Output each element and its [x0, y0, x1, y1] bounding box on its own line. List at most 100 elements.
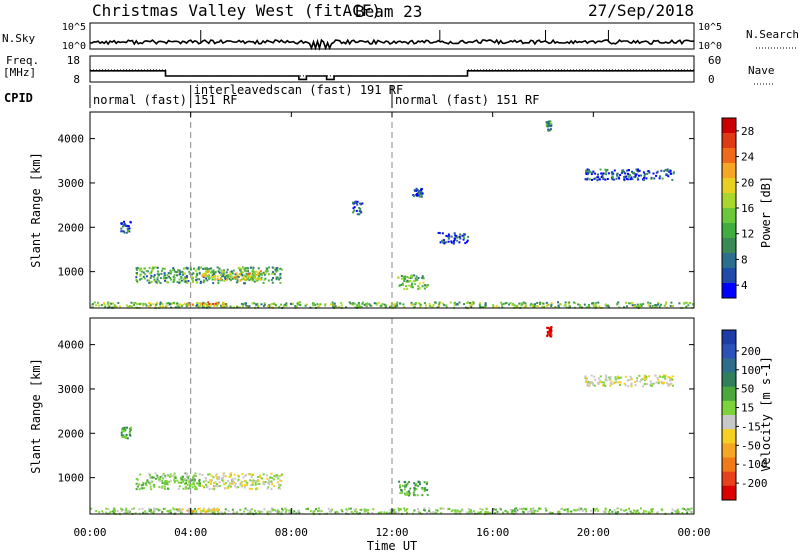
- range-cell: [172, 301, 175, 304]
- range-cell: [423, 481, 426, 484]
- range-cell: [654, 304, 657, 306]
- range-cell: [127, 305, 130, 308]
- range-cell: [208, 473, 211, 476]
- range-cell: [492, 508, 495, 511]
- range-cell: [650, 176, 653, 179]
- time-tick-label: 16:00: [476, 526, 509, 539]
- range-cell: [135, 268, 138, 271]
- range-cell: [408, 492, 411, 495]
- range-cell: [212, 269, 215, 272]
- range-cell: [159, 303, 162, 306]
- range-cell: [633, 175, 636, 178]
- range-cell: [268, 479, 270, 482]
- range-cell: [237, 478, 240, 481]
- range-cell: [547, 129, 550, 132]
- range-cell: [218, 481, 221, 484]
- range-cell: [485, 507, 488, 510]
- range-cell: [107, 508, 110, 511]
- range-cell: [213, 511, 216, 514]
- range-cell: [511, 304, 514, 306]
- range-cell: [654, 306, 657, 309]
- range-cell: [657, 378, 660, 381]
- range-cell: [649, 384, 652, 387]
- range-cell: [628, 507, 630, 510]
- range-cell: [163, 482, 166, 485]
- range-cell: [594, 303, 597, 306]
- range-cell: [317, 306, 320, 309]
- colorbar-tick-label: 16: [741, 202, 754, 215]
- nave-label: Nave: [748, 64, 775, 77]
- range-cell: [124, 224, 127, 227]
- range-cell: [270, 480, 273, 483]
- range-cell: [120, 227, 123, 230]
- range-cell: [568, 301, 571, 304]
- range-cell: [250, 484, 253, 487]
- range-cell: [152, 476, 155, 479]
- range-cell: [254, 480, 257, 483]
- range-cell: [622, 509, 625, 512]
- range-cell: [563, 304, 566, 307]
- range-cell: [419, 194, 422, 197]
- range-cell: [205, 271, 208, 273]
- range-cell: [613, 169, 616, 172]
- y-tick-label: 2000: [58, 427, 85, 440]
- range-cell: [123, 220, 125, 223]
- range-cell: [643, 383, 646, 386]
- range-cell: [150, 270, 153, 273]
- range-cell: [161, 485, 164, 488]
- range-cell: [578, 509, 581, 512]
- range-cell: [494, 508, 497, 511]
- range-cell: [404, 278, 407, 280]
- range-cell: [637, 511, 640, 514]
- range-cell: [288, 511, 291, 514]
- range-cell: [141, 507, 144, 510]
- range-cell: [177, 510, 179, 512]
- range-cell: [599, 375, 602, 378]
- range-cell: [614, 511, 617, 514]
- range-cell: [124, 509, 127, 512]
- range-cell: [128, 510, 131, 513]
- range-cell: [320, 510, 323, 513]
- range-cell: [353, 302, 356, 305]
- range-cell: [135, 276, 138, 279]
- range-cell: [125, 231, 128, 234]
- range-cell: [172, 267, 175, 270]
- range-cell: [419, 306, 422, 308]
- range-cell: [256, 487, 259, 490]
- range-cell: [121, 230, 124, 233]
- range-cell: [627, 178, 630, 181]
- range-cell: [371, 512, 374, 514]
- range-cell: [629, 174, 632, 177]
- range-cell: [357, 301, 360, 304]
- range-cell: [212, 488, 215, 491]
- range-cell: [360, 211, 363, 214]
- range-cell: [154, 306, 157, 309]
- range-cell: [263, 273, 266, 276]
- range-cell: [415, 482, 418, 485]
- range-cell: [611, 171, 614, 174]
- range-cell: [428, 304, 431, 307]
- range-cell: [445, 241, 448, 244]
- range-cell: [590, 381, 593, 384]
- range-cell: [268, 304, 271, 307]
- range-cell: [550, 305, 553, 307]
- range-cell: [324, 303, 327, 306]
- range-cell: [122, 434, 125, 437]
- range-cell: [165, 305, 168, 307]
- range-cell: [270, 278, 273, 281]
- range-cell: [126, 509, 129, 512]
- range-cell: [599, 379, 602, 382]
- range-cell: [163, 274, 166, 277]
- range-cell: [447, 240, 450, 243]
- range-cell: [425, 482, 428, 485]
- range-cell: [251, 270, 254, 273]
- range-cell: [183, 272, 186, 275]
- range-cell: [248, 275, 250, 278]
- range-cell: [631, 178, 634, 181]
- range-cell: [396, 304, 399, 307]
- range-cell: [633, 509, 635, 512]
- range-cell: [208, 267, 211, 270]
- time-tick-label: 00:00: [677, 526, 710, 539]
- range-cell: [172, 474, 175, 477]
- range-cell: [249, 509, 252, 512]
